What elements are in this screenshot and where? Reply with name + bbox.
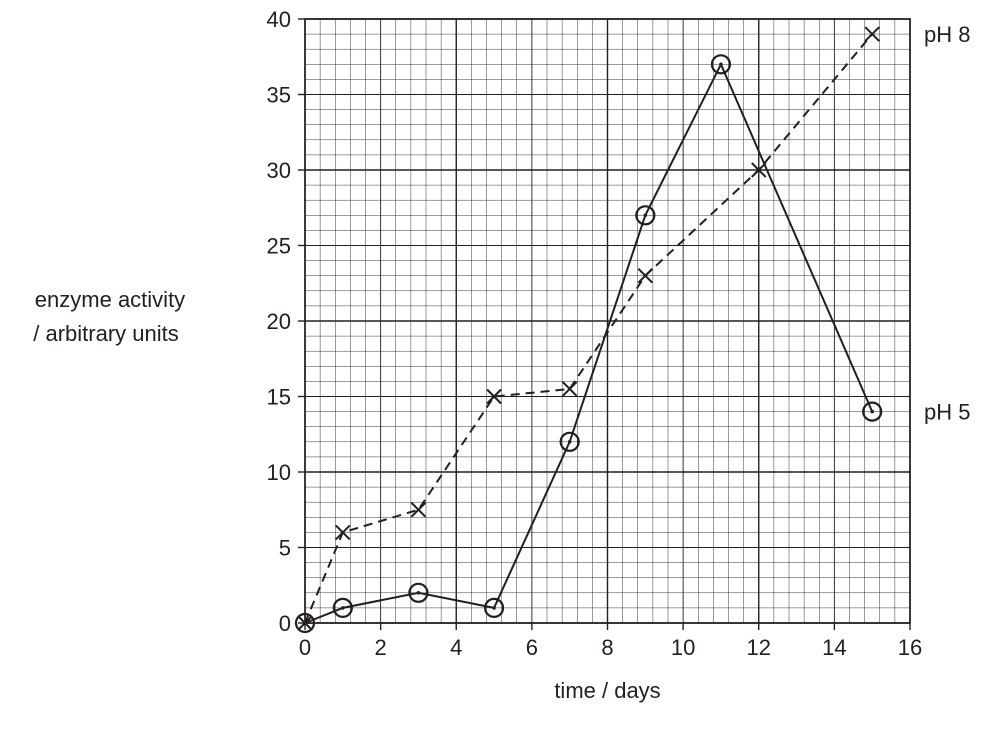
x-tick-label: 6 <box>526 635 538 660</box>
y-tick-label: 35 <box>267 83 291 108</box>
y-tick-label: 20 <box>267 309 291 334</box>
x-tick-label: 10 <box>671 635 695 660</box>
x-tick-label: 8 <box>601 635 613 660</box>
x-axis-ticks: 0 2 4 6 8 10 12 14 16 <box>299 623 922 660</box>
y-axis-label-line-1: enzyme activity <box>35 287 185 312</box>
data-point-circle <box>332 597 353 619</box>
series-label-ph-5: pH 5 <box>924 400 970 425</box>
data-point-cross <box>410 502 427 518</box>
series-line-ph-8 <box>304 33 873 624</box>
x-tick-label: 12 <box>747 635 771 660</box>
x-tick-label: 0 <box>299 635 311 660</box>
x-axis-label: time / days <box>554 678 660 703</box>
data-point-circle <box>408 582 429 603</box>
y-axis-ticks: 0 5 10 15 20 25 30 35 40 <box>267 7 305 636</box>
data-point-circle <box>635 205 656 226</box>
series-ph-5: pH 5 <box>294 54 970 634</box>
x-tick-label: 16 <box>898 635 922 660</box>
data-point-cross <box>637 267 654 284</box>
data-point-circle <box>710 54 732 75</box>
series-line-ph-5 <box>304 61 874 624</box>
data-point-circle <box>862 401 883 422</box>
data-point-cross <box>486 388 502 405</box>
data-point-cross <box>561 381 578 397</box>
y-tick-label: 15 <box>267 385 291 410</box>
series-label-ph-8: pH 8 <box>924 22 970 47</box>
data-point-circle <box>559 431 580 452</box>
data-point-cross <box>335 524 351 541</box>
y-tick-label: 5 <box>279 536 291 561</box>
y-tick-label: 10 <box>267 460 291 485</box>
series-ph-8: pH 8 <box>297 22 970 631</box>
x-tick-label: 2 <box>375 635 387 660</box>
y-axis-label-line-2: / arbitrary units <box>33 321 179 346</box>
y-tick-label: 30 <box>267 158 291 183</box>
series-layer: pH 8 pH 5 <box>294 22 970 634</box>
y-tick-label: 25 <box>267 234 291 259</box>
y-tick-label: 40 <box>267 7 291 32</box>
data-point-cross <box>751 162 767 178</box>
x-tick-label: 4 <box>450 635 462 660</box>
x-tick-label: 14 <box>822 635 846 660</box>
data-point-cross <box>864 26 880 42</box>
data-point-circle <box>483 597 505 619</box>
data-point-circle <box>294 612 316 634</box>
y-tick-label: 0 <box>279 611 291 636</box>
